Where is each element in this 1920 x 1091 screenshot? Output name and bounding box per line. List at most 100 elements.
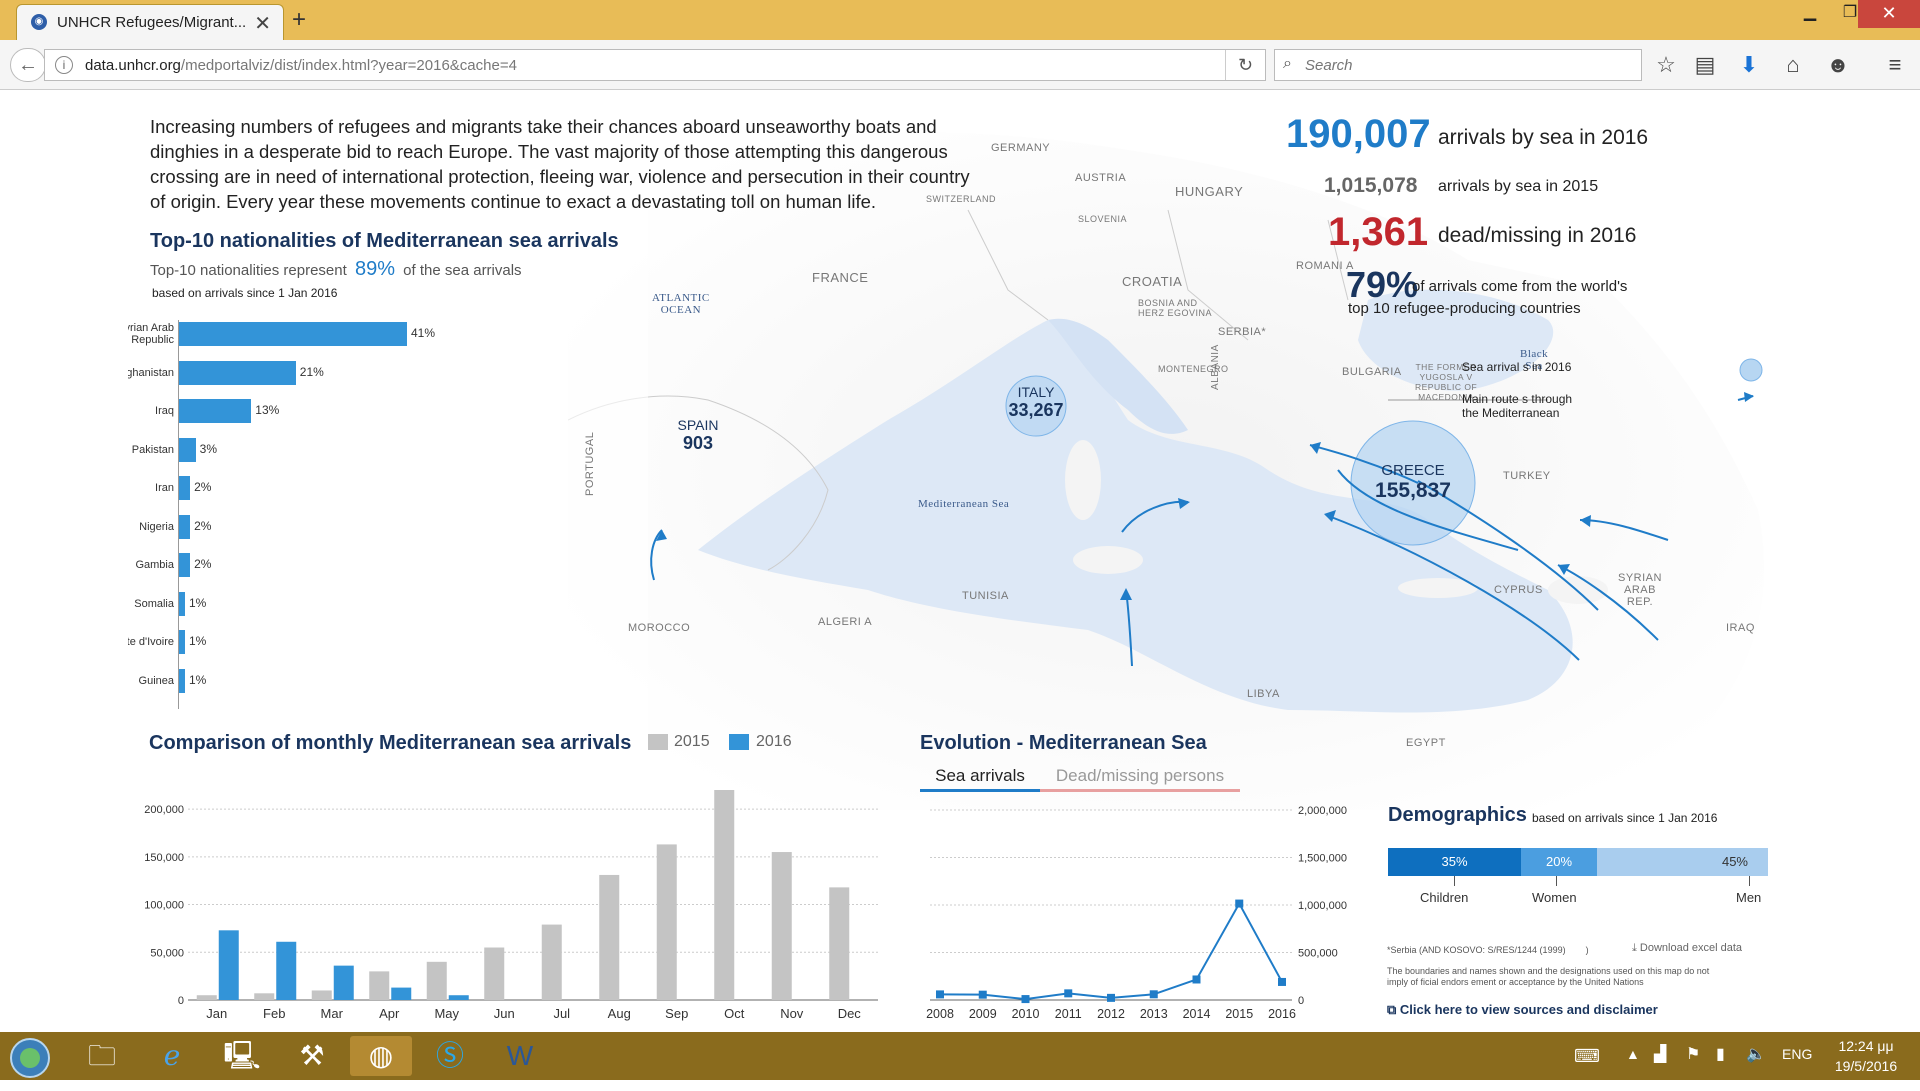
volume-icon[interactable]: 🔈: [1746, 1046, 1766, 1063]
smiley-icon[interactable]: ☻: [1826, 52, 1850, 77]
nationalities-axis: [178, 320, 179, 709]
bookmark-star-icon[interactable]: ☆: [1656, 52, 1676, 77]
data-point: [1149, 990, 1158, 999]
year-label: 2009: [969, 1007, 997, 1021]
unhcr-favicon-icon: ◉: [31, 14, 47, 30]
y-tick-label: 2,000,000: [1298, 805, 1347, 817]
keyboard-icon[interactable]: ⌨: [1574, 1046, 1600, 1066]
year-label: 2012: [1097, 1007, 1125, 1021]
url-bar[interactable]: i data.unhcr.org/medportalviz/dist/index…: [44, 49, 1266, 81]
nationality-label: Côte d'Ivoire: [128, 636, 174, 648]
map-label-bulgaria: BULGARIA: [1342, 366, 1402, 378]
stat-dead-2016: 1,361 dead/missing in 2016: [1328, 210, 1637, 254]
download-excel-link[interactable]: ⤓ Download excel data: [1632, 942, 1743, 954]
search-input[interactable]: [1305, 54, 1625, 76]
skype-icon[interactable]: Ⓢ: [435, 1040, 464, 1071]
y-tick-label: 0: [178, 995, 184, 1007]
nationality-bar[interactable]: [179, 553, 191, 577]
back-button-icon[interactable]: ←: [10, 48, 46, 82]
menu-hamburger-icon[interactable]: ≡: [1888, 52, 1902, 77]
month-label: Aug: [608, 1006, 631, 1021]
nationality-pct-label: 41%: [411, 326, 436, 340]
clock[interactable]: 12:24 μμ 19/5/2016: [1834, 1038, 1898, 1074]
new-tab-button[interactable]: +: [292, 6, 307, 33]
nationality-bar[interactable]: [179, 630, 185, 654]
start-orb-icon[interactable]: [2, 1036, 58, 1078]
demographics-men-label: Men: [1736, 890, 1762, 905]
nationality-bar[interactable]: [179, 322, 407, 346]
reload-icon[interactable]: ↻: [1225, 50, 1265, 80]
url-text[interactable]: data.unhcr.org/medportalviz/dist/index.h…: [85, 57, 517, 74]
spain-arrivals-label[interactable]: SPAIN 903: [677, 417, 719, 453]
map-label-france: FRANCE: [812, 270, 869, 285]
year-label: 2015: [1225, 1007, 1253, 1021]
close-tab-icon[interactable]: ✕: [254, 13, 271, 35]
search-icon: ⌕: [1283, 55, 1292, 72]
close-window-icon[interactable]: ✕: [1858, 0, 1920, 28]
bar-2015: [714, 790, 735, 1000]
map-label-cyprus: CYPRUS: [1494, 584, 1543, 596]
nationality-bar[interactable]: [179, 360, 296, 385]
nationality-bar[interactable]: [179, 437, 196, 462]
network-icon[interactable]: ▟: [1654, 1046, 1667, 1063]
tab-sea-arrivals[interactable]: Sea arrivals: [920, 762, 1040, 792]
map-label-portugal: PORTUGAL: [584, 431, 596, 496]
word-icon[interactable]: W: [506, 1040, 534, 1071]
map-label-austria: AUSTRIA: [1075, 172, 1127, 184]
map-label-atlantic-ocean: ATLANTIC OCEAN: [652, 292, 710, 316]
tab-dead-missing[interactable]: Dead/missing persons: [1040, 762, 1240, 792]
nationality-pct-label: 2%: [194, 518, 212, 533]
firefox-icon[interactable]: ◍: [350, 1036, 412, 1076]
download-icon: ⤓: [1632, 942, 1640, 954]
language-indicator[interactable]: ENG: [1782, 1046, 1813, 1062]
show-hidden-icons-icon[interactable]: ▲: [1626, 1046, 1640, 1062]
year-label: 2010: [1012, 1007, 1040, 1021]
month-label: Nov: [780, 1006, 804, 1021]
demographics-note: based on arrivals since 1 Jan 2016: [1532, 811, 1718, 825]
app-tool-icon[interactable]: ⚒: [299, 1040, 325, 1071]
remote-desktop-icon[interactable]: 🖳: [223, 1040, 261, 1071]
monthly-chart: 0 50,000 100,000 150,000 200,000 Jan Feb Mar Apr…: [144, 790, 878, 1021]
data-point: [1021, 995, 1030, 1004]
battery-icon[interactable]: ▮: [1716, 1046, 1725, 1063]
nationality-bar[interactable]: [179, 668, 185, 693]
home-icon[interactable]: ⌂: [1786, 52, 1800, 77]
y-tick-label: 500,000: [1298, 948, 1338, 960]
y-tick-label: 50,000: [150, 947, 184, 959]
browser-tab[interactable]: ◉ UNHCR Refugees/Migrant... ✕: [16, 4, 284, 40]
bar-2015: [771, 852, 792, 1000]
bar-2015: [426, 961, 447, 1000]
download-arrow-icon[interactable]: ⬇: [1739, 52, 1759, 77]
data-point: [1235, 899, 1244, 908]
nationality-bar[interactable]: [179, 591, 185, 616]
nationality-label: Nigeria: [139, 520, 174, 533]
demographics-women-segment[interactable]: 20%: [1521, 848, 1597, 876]
nationality-pct-label: 1%: [189, 595, 207, 610]
internet-explorer-icon[interactable]: ℯ: [163, 1040, 181, 1071]
nationality-pct-label: 3%: [199, 441, 218, 456]
minimize-window-icon[interactable]: ▁: [1803, 4, 1817, 21]
page-content: GERMANY AUSTRIA HUNGARY SWITZERLAND SLOV…: [128, 90, 1792, 1032]
demographics-men-segment[interactable]: 45%: [1597, 848, 1768, 876]
legend-2016-label: 2016: [756, 733, 792, 750]
map-label-hungary: HUNGARY: [1175, 184, 1244, 199]
reading-list-icon[interactable]: ▤: [1694, 52, 1716, 77]
italy-arrivals-label[interactable]: ITALY 33,267: [1008, 384, 1064, 420]
map-label-iraq: IRAQ: [1726, 622, 1755, 634]
nationality-bar[interactable]: [179, 399, 252, 423]
year-label: 2008: [926, 1007, 954, 1021]
maximize-window-icon[interactable]: ❐: [1842, 4, 1858, 21]
legend-main-routes: Main route s through the Mediterranean: [1462, 392, 1573, 420]
nationality-label: Afghanistan: [128, 366, 174, 379]
file-explorer-icon[interactable]: 🗀: [87, 1040, 116, 1071]
demographics-children-segment[interactable]: 35%: [1388, 848, 1521, 876]
nationality-bar[interactable]: [179, 514, 191, 539]
site-info-icon[interactable]: i: [55, 56, 73, 74]
action-center-flag-icon[interactable]: ⚑: [1686, 1046, 1701, 1063]
greece-arrivals-label[interactable]: GREECE 155,837: [1375, 462, 1451, 502]
nationality-bar[interactable]: [179, 476, 191, 500]
nationalities-subtitle: Top-10 nationalities represent 89% of th…: [150, 258, 522, 280]
search-box[interactable]: ⌕: [1274, 49, 1642, 81]
legend-2015-label: 2015: [674, 733, 710, 750]
sources-disclaimer-link[interactable]: ⧉ Click here to view sources and disclai…: [1387, 1002, 1658, 1017]
